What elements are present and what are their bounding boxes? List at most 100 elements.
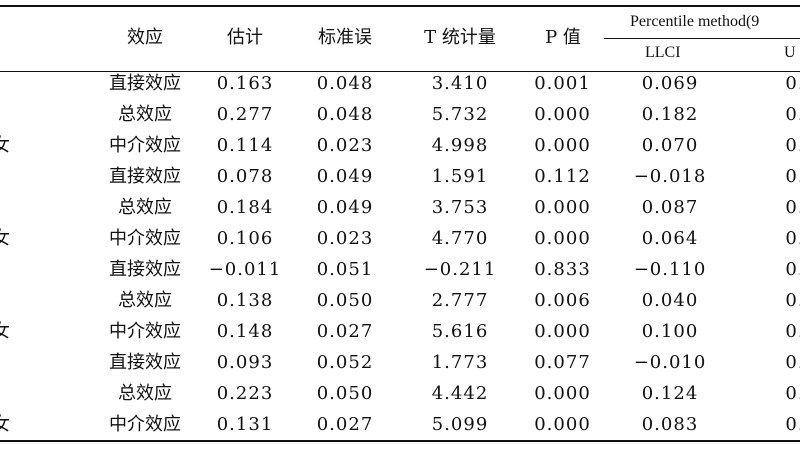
t-cell: 2.777	[431, 290, 489, 311]
ulci-cell: 0.	[785, 259, 800, 280]
effect-cell: 中介效应	[109, 228, 181, 249]
header-effect: 效应	[127, 27, 163, 48]
p-cell: 0.000	[534, 414, 591, 435]
llci-cell: −0.010	[633, 352, 707, 373]
ulci-cell: 0.	[785, 290, 800, 311]
se-cell: 0.048	[316, 73, 374, 94]
t-cell: 3.410	[431, 73, 489, 94]
se-cell: 0.051	[316, 259, 374, 280]
estimate-cell: 0.131	[216, 414, 274, 435]
estimate-cell: 0.078	[216, 166, 274, 187]
header-llci: LLCI	[645, 44, 681, 61]
llci-cell: −0.018	[633, 166, 707, 187]
ulci-cell: 0.	[785, 228, 800, 249]
header-group: Percentile method(9	[630, 13, 760, 30]
ulci-cell: 0.	[785, 104, 800, 125]
header-estimate: 估计	[227, 27, 263, 48]
p-cell: 0.001	[534, 73, 591, 94]
ulci-cell: 0.	[785, 73, 800, 94]
llci-cell: 0.069	[641, 73, 699, 94]
p-cell: 0.833	[534, 259, 591, 280]
effect-cell: 中介效应	[109, 135, 181, 156]
effect-cell: 总效应	[118, 383, 172, 404]
row-group-label: 女	[0, 135, 10, 156]
se-cell: 0.050	[316, 290, 374, 311]
estimate-cell: 0.184	[216, 197, 274, 218]
estimate-cell: 0.114	[216, 135, 274, 156]
row-group-label: 女	[0, 228, 10, 249]
p-cell: 0.000	[534, 135, 591, 156]
header-ulci: U	[784, 44, 796, 61]
llci-cell: 0.040	[641, 290, 699, 311]
estimate-cell: −0.011	[208, 259, 282, 280]
effect-cell: 总效应	[118, 104, 172, 125]
se-cell: 0.049	[316, 166, 374, 187]
p-cell: 0.077	[534, 352, 591, 373]
row-group-label: 女	[0, 414, 10, 435]
t-cell: 5.616	[431, 321, 489, 342]
p-cell: 0.000	[534, 197, 591, 218]
t-cell: 3.753	[431, 197, 489, 218]
effect-cell: 中介效应	[109, 321, 181, 342]
ulci-cell: 0.	[785, 414, 800, 435]
effect-cell: 直接效应	[109, 352, 181, 373]
row-group-label: 女	[0, 321, 10, 342]
t-cell: 4.998	[431, 135, 489, 156]
header-se: 标准误	[318, 27, 372, 48]
header-p: P 值	[545, 27, 581, 48]
p-cell: 0.000	[534, 383, 591, 404]
ulci-cell: 0.	[785, 197, 800, 218]
estimate-cell: 0.223	[216, 383, 274, 404]
se-cell: 0.027	[316, 321, 374, 342]
effect-cell: 中介效应	[109, 414, 181, 435]
se-cell: 0.027	[316, 414, 374, 435]
estimate-cell: 0.138	[216, 290, 274, 311]
effect-cell: 总效应	[118, 197, 172, 218]
se-cell: 0.023	[316, 135, 374, 156]
llci-cell: 0.124	[641, 383, 699, 404]
llci-cell: −0.110	[633, 259, 707, 280]
se-cell: 0.023	[316, 228, 374, 249]
p-cell: 0.000	[534, 321, 591, 342]
estimate-cell: 0.093	[216, 352, 274, 373]
p-cell: 0.112	[534, 166, 591, 187]
t-cell: 1.591	[431, 166, 489, 187]
llci-cell: 0.064	[641, 228, 699, 249]
se-cell: 0.049	[316, 197, 374, 218]
se-cell: 0.050	[316, 383, 374, 404]
llci-cell: 0.087	[641, 197, 699, 218]
se-cell: 0.052	[316, 352, 374, 373]
t-cell: 1.773	[431, 352, 489, 373]
estimate-cell: 0.106	[216, 228, 274, 249]
estimate-cell: 0.148	[216, 321, 274, 342]
effect-cell: 直接效应	[109, 166, 181, 187]
ulci-cell: 0.	[785, 383, 800, 404]
effect-cell: 直接效应	[109, 259, 181, 280]
group-rule	[604, 38, 800, 39]
ulci-cell: 0.	[785, 135, 800, 156]
llci-cell: 0.070	[641, 135, 699, 156]
t-cell: 4.442	[431, 383, 489, 404]
bottom-rule	[0, 440, 800, 442]
llci-cell: 0.100	[641, 321, 699, 342]
t-cell: 5.099	[431, 414, 489, 435]
llci-cell: 0.083	[641, 414, 699, 435]
estimate-cell: 0.163	[216, 73, 274, 94]
t-cell: −0.211	[423, 259, 497, 280]
header-rule	[0, 71, 800, 72]
se-cell: 0.048	[316, 104, 374, 125]
effect-cell: 直接效应	[109, 73, 181, 94]
effect-cell: 总效应	[118, 290, 172, 311]
p-cell: 0.006	[534, 290, 591, 311]
p-cell: 0.000	[534, 104, 591, 125]
ulci-cell: 0.	[785, 321, 800, 342]
p-cell: 0.000	[534, 228, 591, 249]
ulci-cell: 0.	[785, 166, 800, 187]
estimate-cell: 0.277	[216, 104, 274, 125]
header-t: T 统计量	[424, 27, 496, 48]
top-rule	[0, 5, 800, 7]
t-cell: 4.770	[431, 228, 489, 249]
llci-cell: 0.182	[641, 104, 699, 125]
t-cell: 5.732	[431, 104, 489, 125]
